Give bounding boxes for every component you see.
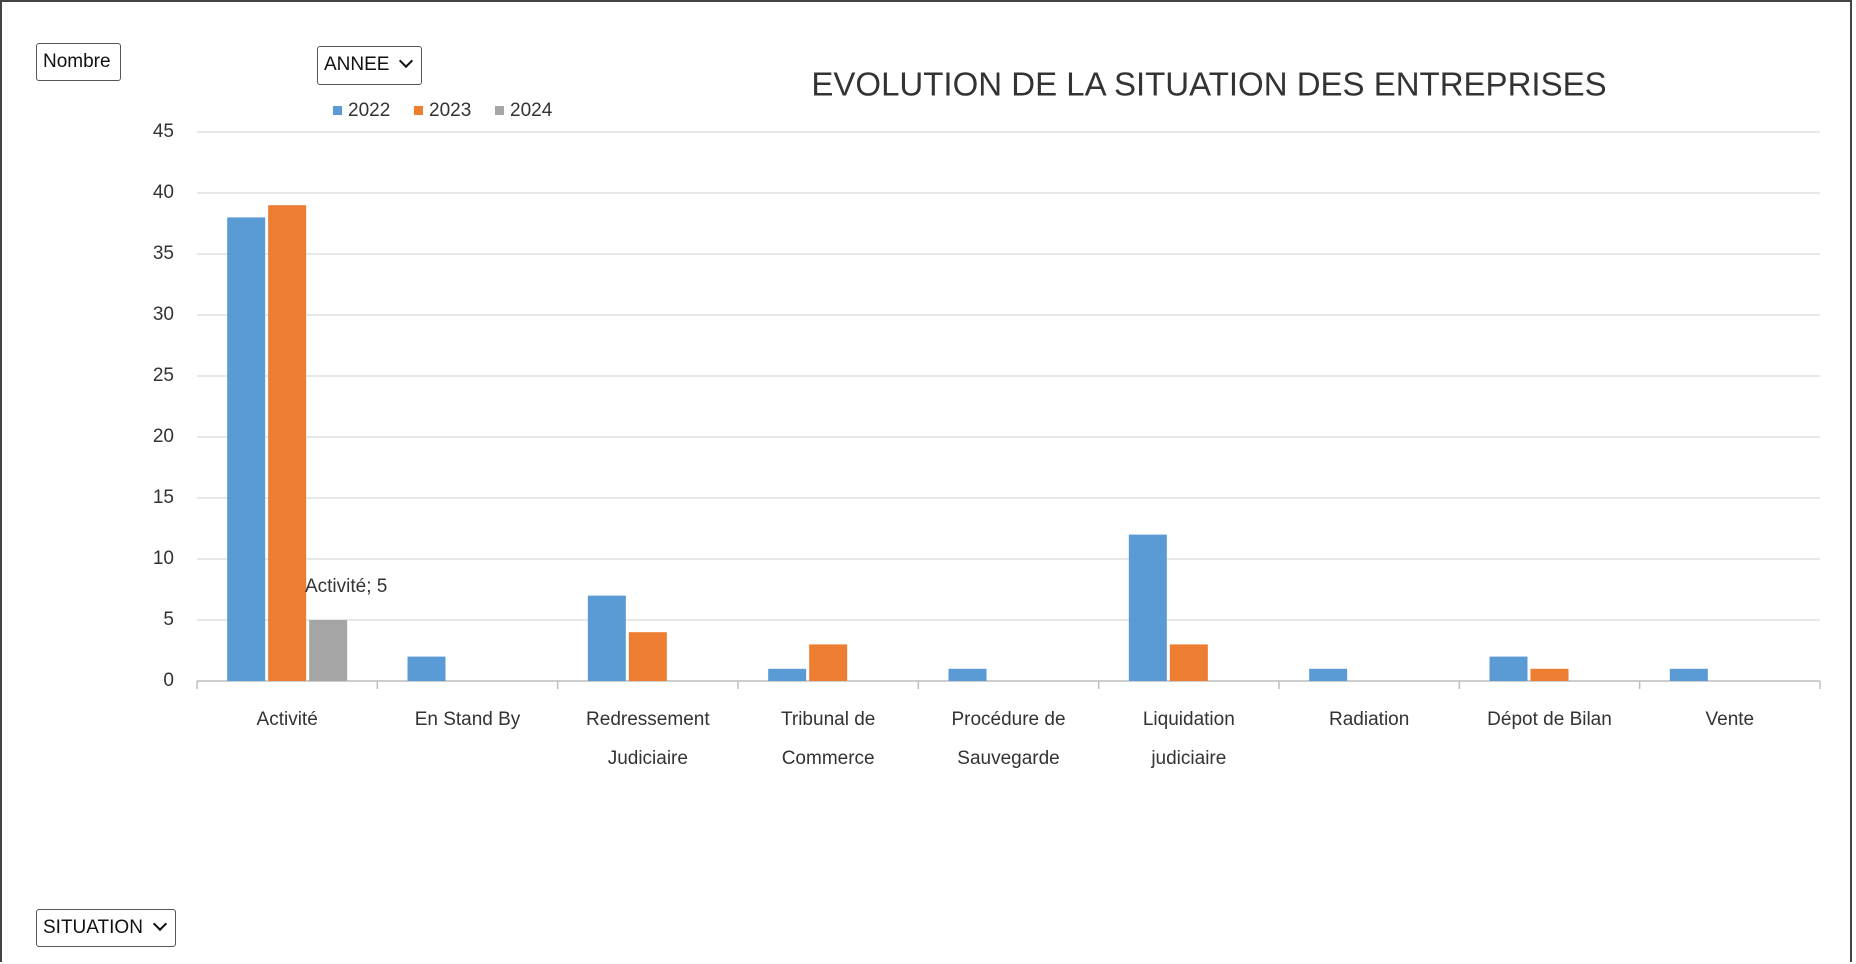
year-filter-label: ANNEE — [324, 54, 390, 75]
chevron — [399, 53, 414, 69]
y-tick-label: 5 — [163, 609, 174, 630]
axis-filter[interactable]: SITUATION — [36, 909, 176, 947]
x-tick-label: Redressement Judiciaire — [586, 709, 710, 769]
y-tick-label: 40 — [153, 182, 174, 203]
x-tick-label: Dépot de Bilan — [1487, 709, 1612, 730]
bar — [768, 668, 807, 681]
bar — [309, 620, 348, 681]
y-tick-label: 35 — [153, 243, 174, 264]
y-tick-label: 10 — [153, 548, 174, 569]
bar — [1128, 534, 1167, 681]
bar — [948, 668, 987, 681]
legend-label: 2024 — [510, 100, 553, 121]
x-tick-label: Tribunal de Commerce — [781, 709, 875, 769]
x-tick-label: Vente — [1706, 709, 1755, 730]
bar — [227, 217, 266, 681]
bar — [1309, 668, 1348, 681]
x-tick-label: Activité — [257, 709, 318, 730]
legend-swatch — [414, 106, 423, 115]
y-tick-label: 30 — [153, 304, 174, 325]
x-tick-label: Radiation — [1329, 709, 1409, 730]
x-tick-label: Procédure de Sauvegarde — [951, 709, 1065, 769]
bar — [809, 644, 848, 681]
y-tick-label: 20 — [153, 426, 174, 447]
bar — [268, 205, 307, 681]
y-tick-label: 25 — [153, 365, 174, 386]
x-tick-label: En Stand By — [415, 709, 521, 730]
bar — [407, 656, 446, 681]
axis-filter-label: SITUATION — [43, 917, 143, 938]
bar — [1169, 644, 1208, 681]
y-tick-label: 15 — [153, 487, 174, 508]
bar — [1669, 668, 1708, 681]
x-tick-label: Liquidation judiciaire — [1143, 709, 1235, 769]
legend-label: 2022 — [348, 100, 390, 121]
year-filter[interactable]: ANNEE — [317, 46, 423, 85]
legend-swatch — [495, 106, 504, 115]
y-tick-label: 0 — [163, 670, 174, 691]
bar — [628, 632, 667, 681]
bar — [1489, 656, 1528, 681]
measure-button[interactable]: Nombre — [36, 43, 121, 81]
data-label: Activité; 5 — [305, 576, 387, 597]
chevron — [152, 916, 168, 932]
legend-label: 2023 — [429, 100, 471, 121]
legend-swatch — [333, 106, 342, 115]
y-tick-label: 45 — [153, 121, 174, 142]
measure-label: Nombre — [43, 51, 111, 72]
bar — [587, 595, 626, 681]
bar — [1530, 668, 1569, 681]
chart-title: EVOLUTION DE LA SITUATION DES ENTREPRISE… — [811, 66, 1606, 103]
